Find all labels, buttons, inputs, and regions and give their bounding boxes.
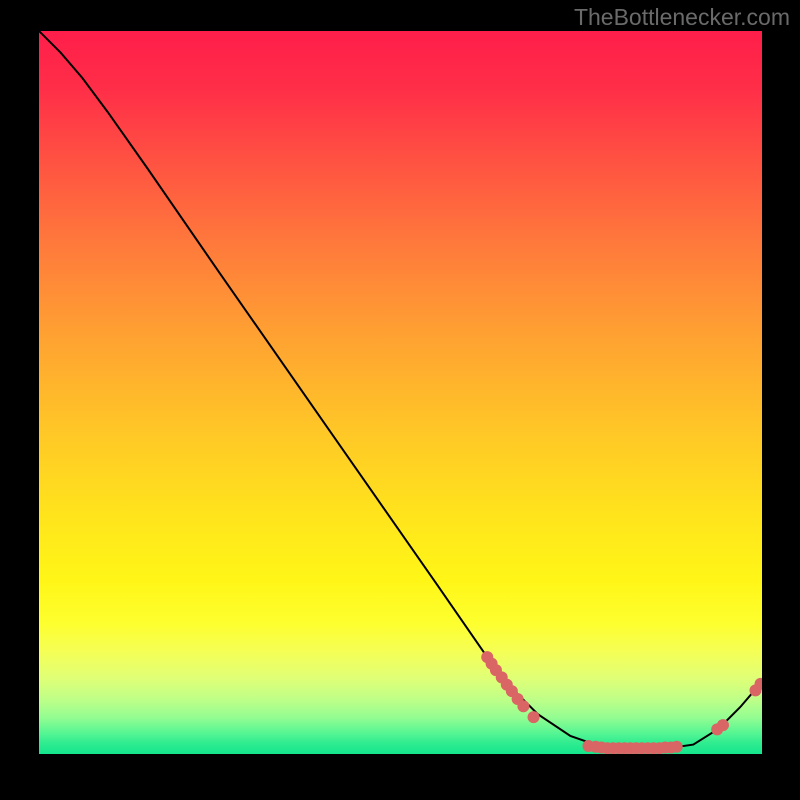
data-marker xyxy=(717,719,729,731)
chart-canvas: TheBottlenecker.com xyxy=(0,0,800,800)
data-marker xyxy=(517,700,529,712)
plot-area xyxy=(39,31,762,754)
data-marker xyxy=(671,741,683,753)
chart-overlay xyxy=(39,31,762,754)
marker-group xyxy=(481,651,762,754)
data-marker xyxy=(528,711,540,723)
bottleneck-curve xyxy=(39,31,762,748)
watermark-text: TheBottlenecker.com xyxy=(574,4,790,31)
